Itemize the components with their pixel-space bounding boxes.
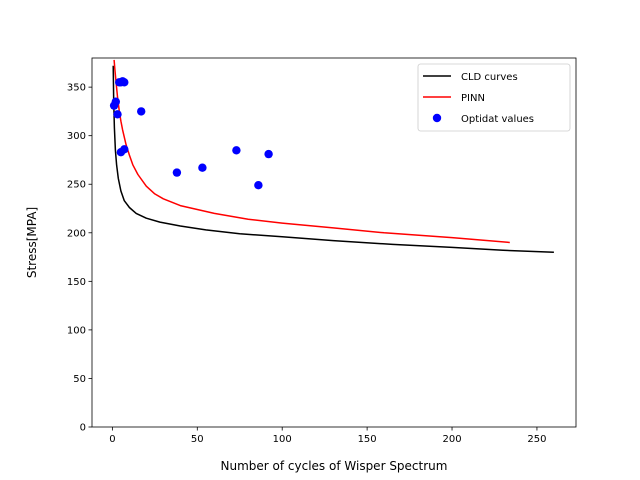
scatter-point <box>120 145 129 154</box>
plot-series <box>109 59 554 253</box>
legend-entry-label: PINN <box>461 93 485 104</box>
x-tick-label: 100 <box>273 434 292 445</box>
x-axis-label: Number of cycles of Wisper Spectrum <box>221 459 448 473</box>
scatter-point <box>264 149 273 159</box>
plot-area <box>109 59 554 253</box>
legend-entry-label: CLD curves <box>461 72 518 83</box>
scatter-point <box>198 163 207 172</box>
y-tick-label: 150 <box>67 277 86 288</box>
x-tick-label: 0 <box>109 434 115 445</box>
series-line-0 <box>112 65 554 253</box>
scatter-point <box>232 146 241 155</box>
x-tick-label: 250 <box>527 434 546 445</box>
y-tick-label: 200 <box>67 228 86 239</box>
y-axis-label: Stress[MPA] <box>25 207 39 278</box>
x-tick-label: 200 <box>442 434 461 445</box>
legend-entry-label: Optidat values <box>461 114 534 125</box>
scatter-point <box>113 110 122 119</box>
scatter-point <box>111 97 121 106</box>
axes: 0 50 100 150 200 250 0 50 100 150 200 250 300 350 <box>67 57 577 445</box>
series-line-1 <box>113 59 510 244</box>
x-tick-label: 150 <box>358 434 377 445</box>
y-tick-label: 50 <box>73 374 86 385</box>
plot-frame <box>91 57 577 428</box>
scatter-point <box>172 168 182 177</box>
y-tick-label: 350 <box>67 83 86 94</box>
scatter-point <box>254 181 263 190</box>
scatter-point <box>120 78 129 87</box>
y-tick-label: 300 <box>67 131 86 142</box>
y-tick-label: 0 <box>80 423 86 434</box>
legend-marker-swatch <box>432 113 442 123</box>
scatter-point <box>137 107 146 116</box>
legend-box <box>417 63 571 132</box>
y-tick-label: 250 <box>67 180 86 191</box>
legend: CLD curves PINN Optidat values <box>417 63 571 132</box>
x-tick-label: 50 <box>191 434 204 445</box>
y-tick-label: 100 <box>67 325 86 336</box>
